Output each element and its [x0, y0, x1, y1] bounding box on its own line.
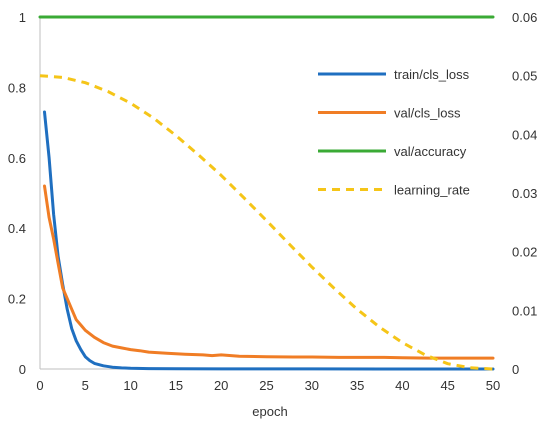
legend-label-train-cls-loss: train/cls_loss	[394, 67, 470, 82]
y-tick-label: 0.6	[8, 151, 26, 166]
y2-tick-label: 0.01	[512, 303, 537, 318]
x-tick-label: 30	[305, 378, 319, 393]
series-line-learning-rate	[39, 74, 494, 371]
x-tick-label: 35	[350, 378, 364, 393]
legend: train/cls_loss val/cls_loss val/accuracy le…	[318, 67, 470, 198]
y2-tick-label: 0	[512, 362, 519, 377]
x-tick-label: 40	[395, 378, 409, 393]
legend-label-learning-rate: learning_rate	[394, 183, 470, 198]
x-tick-label: 10	[123, 378, 137, 393]
y-tick-label: 0.8	[8, 80, 26, 95]
x-tick-label: 15	[169, 378, 183, 393]
y2-tick-label: 0.03	[512, 186, 537, 201]
y2-tick-label: 0.04	[512, 127, 537, 142]
y-tick-label: 0.2	[8, 292, 26, 307]
legend-label-val-accuracy: val/accuracy	[394, 144, 467, 159]
series-line-val-cls-loss	[43, 184, 495, 360]
y-tick-label: 0.4	[8, 221, 26, 236]
x-tick-label: 0	[36, 378, 43, 393]
x-tick-label: 20	[214, 378, 228, 393]
series-layer	[38, 15, 495, 371]
axes-layer: 0 5 10 15 20 25 30 35 40 45 5000.20.40.60.8100.010…	[8, 10, 537, 393]
x-tick-label: 25	[259, 378, 273, 393]
legend-label-val-cls-loss: val/cls_loss	[394, 106, 461, 121]
y2-tick-label: 0.02	[512, 245, 537, 260]
x-axis-title: epoch	[252, 404, 287, 419]
y-tick-label: 0	[19, 362, 26, 377]
x-tick-label: 50	[486, 378, 500, 393]
y2-tick-label: 0.05	[512, 69, 537, 84]
y2-tick-label: 0.06	[512, 10, 537, 25]
y-tick-label: 1	[19, 10, 26, 25]
x-tick-label: 5	[82, 378, 89, 393]
x-tick-label: 45	[440, 378, 454, 393]
